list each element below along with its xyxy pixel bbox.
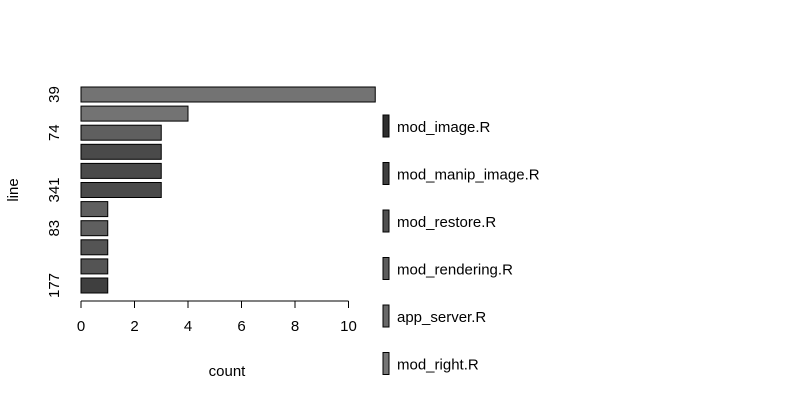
legend-swatch-1: [382, 162, 390, 185]
x-tick-label-4: 8: [291, 318, 299, 335]
bar-10: [80, 277, 109, 294]
bar-0: [80, 86, 376, 103]
bar-2: [80, 124, 162, 141]
legend-swatch-0: [382, 114, 390, 138]
bar-5: [80, 182, 162, 198]
x-axis-title: count: [209, 363, 247, 380]
legend-label-0: mod_image.R: [397, 119, 491, 136]
y-tick-label-2: 74: [46, 124, 63, 141]
y-tick-label-5: 341: [46, 177, 63, 202]
y-axis-title: line: [5, 178, 22, 201]
legend-label-4: app_server.R: [397, 309, 486, 326]
bar-7: [80, 220, 109, 237]
legend-label-2: mod_restore.R: [397, 214, 496, 231]
y-tick-label-0: 39: [46, 86, 63, 103]
y-axis: 39 74 341 83 177: [46, 86, 63, 298]
x-tick-label-1: 2: [130, 318, 138, 335]
bar-1: [80, 105, 189, 122]
x-tick-label-3: 6: [237, 318, 245, 335]
legend: mod_image.R mod_manip_image.R mod_restore.…: [382, 114, 540, 375]
legend-swatch-4: [382, 304, 390, 328]
bar-8: [80, 239, 109, 256]
y-tick-label-10: 177: [46, 273, 63, 298]
legend-swatch-2: [382, 209, 390, 233]
bars-group: [80, 86, 376, 294]
x-tick-label-5: 10: [340, 318, 357, 335]
legend-label-1: mod_manip_image.R: [397, 167, 540, 184]
y-tick-label-7: 83: [46, 220, 63, 237]
legend-swatch-5: [382, 352, 390, 375]
x-axis: 0 2 4 6 8 10: [77, 300, 357, 335]
legend-label-3: mod_rendering.R: [397, 262, 513, 279]
legend-swatch-3: [382, 257, 390, 280]
bar-4: [80, 162, 162, 179]
bar-9: [80, 258, 109, 275]
legend-label-5: mod_right.R: [397, 357, 479, 374]
x-tick-label-2: 4: [184, 318, 192, 335]
bar-3: [80, 143, 162, 160]
x-tick-label-0: 0: [77, 318, 85, 335]
bar-6: [80, 201, 109, 218]
